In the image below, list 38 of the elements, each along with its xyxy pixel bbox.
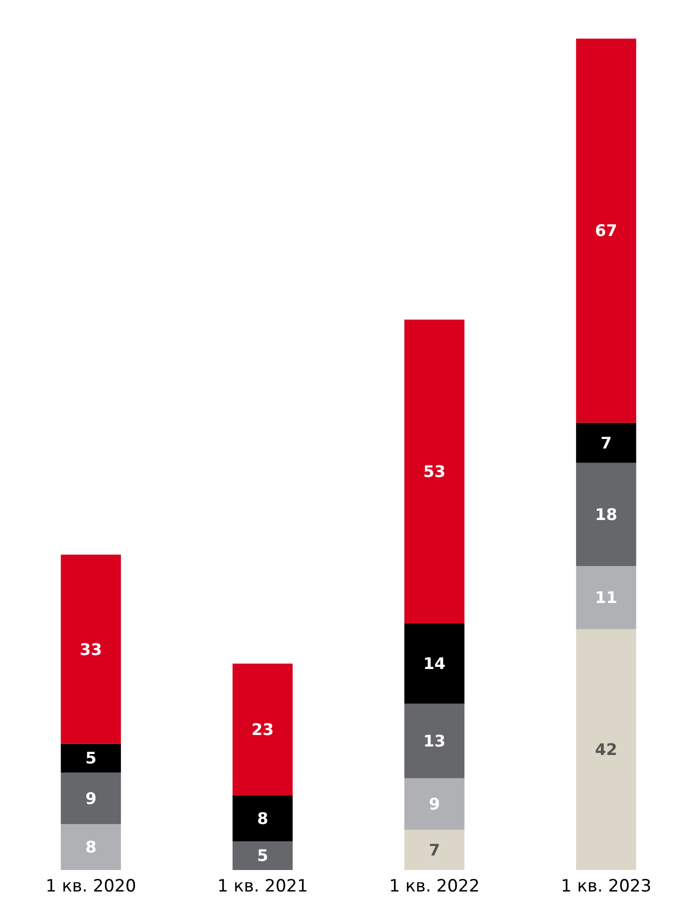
bar: [232, 795, 293, 842]
bar: [576, 462, 636, 566]
bar: [576, 629, 636, 870]
x-tick-label: 1 кв. 2023: [560, 876, 652, 896]
data-label: 14: [423, 654, 446, 674]
bar: [404, 320, 464, 624]
data-label: 13: [423, 732, 446, 750]
bar: [232, 841, 293, 870]
data-label: 33: [80, 640, 102, 659]
data-label: 7: [600, 433, 612, 452]
data-label: 7: [428, 840, 440, 860]
bar: [232, 664, 293, 796]
data-label: 11: [594, 588, 618, 608]
bar: [576, 422, 636, 463]
x-tick-label: 1 кв. 2020: [46, 876, 136, 896]
bar: [404, 704, 464, 778]
data-label: 5: [257, 846, 268, 866]
bar: [404, 830, 464, 870]
data-label: 18: [594, 505, 618, 524]
x-tick-label: 1 кв. 2022: [389, 876, 480, 896]
bar: [576, 566, 636, 630]
data-label: 23: [251, 720, 274, 740]
data-label: 9: [428, 794, 440, 814]
data-label: 9: [85, 788, 96, 808]
bar: [404, 623, 464, 704]
data-label: 67: [594, 221, 618, 240]
data-label: 42: [594, 740, 618, 760]
bar: [60, 772, 121, 824]
data-label: 53: [423, 462, 446, 482]
bar: [60, 744, 121, 773]
bar: [576, 38, 636, 423]
data-label: 8: [85, 838, 96, 857]
bar: [60, 824, 121, 870]
bar: [404, 778, 464, 830]
data-label: 8: [257, 808, 268, 828]
bar: [60, 554, 121, 744]
data-label: 5: [85, 748, 96, 768]
x-tick-label: 1 кв. 2021: [217, 876, 308, 896]
